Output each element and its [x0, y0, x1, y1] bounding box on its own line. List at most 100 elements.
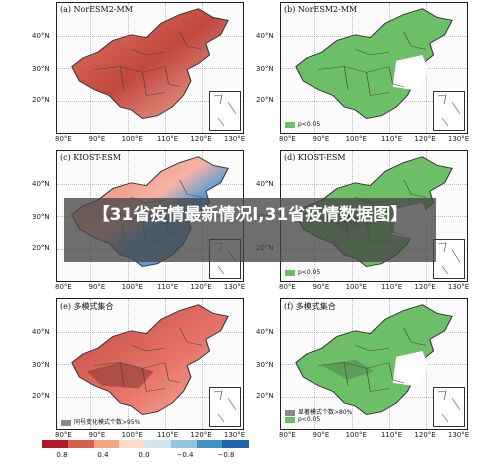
china-map: [71, 304, 229, 416]
x-tick-label: 120°E: [414, 431, 436, 439]
x-tick-label: 90°E: [88, 135, 106, 143]
province-borders: [318, 327, 427, 392]
inset-lines: [437, 390, 461, 423]
x-tick-label: 80°E: [55, 283, 72, 291]
legend-swatch: [285, 269, 295, 276]
x-tick-label: 110°E: [156, 283, 179, 291]
map-frame: p<0.05 (b) NorESM2-MM: [280, 2, 468, 134]
colorbar-tick-label: 0.0: [138, 451, 150, 459]
south-china-sea-inset: [209, 387, 241, 427]
non-significant-area: [392, 55, 430, 90]
y-tick-label: 20°N: [256, 391, 274, 400]
china-map: [295, 304, 453, 416]
colorbar-segment: [93, 440, 120, 448]
colorbar-segment: [145, 440, 172, 448]
y-tick-label: 30°N: [32, 212, 50, 221]
x-tick-label: 80°E: [279, 135, 296, 143]
map-panel-6: 显著模式个数>80% p<0.05 (f) 多模式集合 40°N 30°N 20°N 80°…: [256, 298, 469, 444]
china-map: [71, 8, 229, 120]
china-map: [295, 8, 453, 120]
map-legend: 显著模式个数>80% p<0.05: [285, 407, 352, 423]
x-tick-label: 110°E: [156, 431, 179, 439]
y-tick-label: 40°N: [256, 328, 274, 337]
x-tick-label: 130°E: [223, 135, 246, 143]
legend-item: 同号变化模式个数>95%: [61, 417, 140, 426]
china-outline: [71, 304, 229, 416]
colorbar-segment: [196, 440, 223, 448]
y-tick-label: 30°N: [256, 64, 274, 73]
map-panel-2: p<0.05 (b) NorESM2-MM 40°N 30°N 20°N 80°E 90°E…: [256, 2, 470, 148]
non-significant-area: [392, 351, 430, 386]
colorbar-segment: [42, 440, 69, 448]
x-tick-label: 120°E: [414, 135, 436, 143]
inset-lines: [437, 242, 461, 275]
inset-lines: [213, 390, 237, 423]
x-tick-label: 80°E: [279, 431, 296, 439]
map-frame: 显著模式个数>80% p<0.05 (f) 多模式集合: [280, 298, 468, 430]
panel-title: (a) NorESM2-MM: [60, 5, 133, 14]
x-tick-label: 100°E: [345, 283, 367, 291]
x-tick-label: 90°E: [88, 431, 106, 439]
colorbar-tick-label: −0.4: [176, 451, 194, 459]
x-tick-label: 90°E: [312, 431, 330, 439]
colorbar-tick-label: −0.8: [217, 451, 235, 459]
inset-map: [437, 390, 461, 423]
y-tick-label: 30°N: [32, 64, 50, 73]
legend-item: p<0.05: [285, 269, 320, 276]
x-tick-label: 110°E: [380, 431, 403, 439]
x-tick-label: 120°E: [190, 135, 212, 143]
south-china-sea-inset: [433, 91, 465, 131]
inset-lines: [213, 94, 237, 127]
inset-map: [437, 94, 461, 127]
china-outline: [71, 8, 229, 120]
china-outline: [295, 8, 453, 120]
x-tick-label: 100°E: [345, 431, 367, 439]
x-tick-label: 120°E: [414, 283, 436, 291]
y-tick-label: 40°N: [256, 32, 274, 41]
map-legend: p<0.05: [285, 121, 320, 128]
x-tick-label: 110°E: [380, 135, 403, 143]
stippled-area: [86, 362, 154, 389]
y-tick-label: 40°N: [256, 180, 274, 189]
legend-swatch: [285, 416, 295, 423]
province-borders: [94, 327, 203, 392]
map-legend: 同号变化模式个数>95%: [61, 417, 140, 426]
legend-label: p<0.05: [298, 416, 321, 423]
legend-label: 显著模式个数>80%: [298, 409, 353, 416]
x-tick-label: 100°E: [121, 135, 143, 143]
y-tick-label: 20°N: [32, 95, 50, 104]
x-tick-label: 100°E: [345, 135, 367, 143]
map-legend: p<0.05: [285, 269, 320, 276]
legend-label: p<0.05: [298, 121, 321, 128]
x-tick-label: 130°E: [223, 431, 246, 439]
x-tick-label: 90°E: [312, 283, 330, 291]
legend-item: 显著模式个数>80%: [285, 407, 352, 416]
legend-swatch: [61, 419, 71, 426]
x-tick-label: 130°E: [447, 283, 470, 291]
province-borders: [318, 31, 427, 96]
colorbar-tick-label: 0.4: [97, 451, 109, 459]
x-tick-label: 80°E: [279, 283, 296, 291]
x-tick-label: 120°E: [190, 283, 212, 291]
x-tick-label: 110°E: [156, 135, 179, 143]
panel-title: (b) NorESM2-MM: [284, 5, 358, 14]
inset-map: [437, 242, 461, 275]
x-tick-label: 120°E: [190, 431, 212, 439]
x-tick-label: 90°E: [88, 283, 106, 291]
x-tick-label: 100°E: [121, 431, 143, 439]
y-tick-label: 30°N: [32, 360, 50, 369]
x-tick-label: 110°E: [380, 283, 403, 291]
inset-lines: [437, 94, 461, 127]
panel-title: (f) 多模式集合: [284, 302, 336, 311]
map-frame: (a) NorESM2-MM: [56, 2, 244, 134]
colorbar-tick-label: 0.8: [56, 451, 68, 459]
legend-label: p<0.05: [298, 269, 321, 276]
x-tick-label: 130°E: [447, 135, 470, 143]
legend-label: 同号变化模式个数>95%: [74, 419, 141, 426]
legend-item: p<0.05: [285, 121, 320, 128]
x-tick-label: 100°E: [121, 283, 143, 291]
x-tick-label: 130°E: [223, 283, 246, 291]
legend-swatch: [285, 121, 295, 128]
colorbar-segment: [67, 440, 94, 448]
inset-map: [213, 94, 237, 127]
